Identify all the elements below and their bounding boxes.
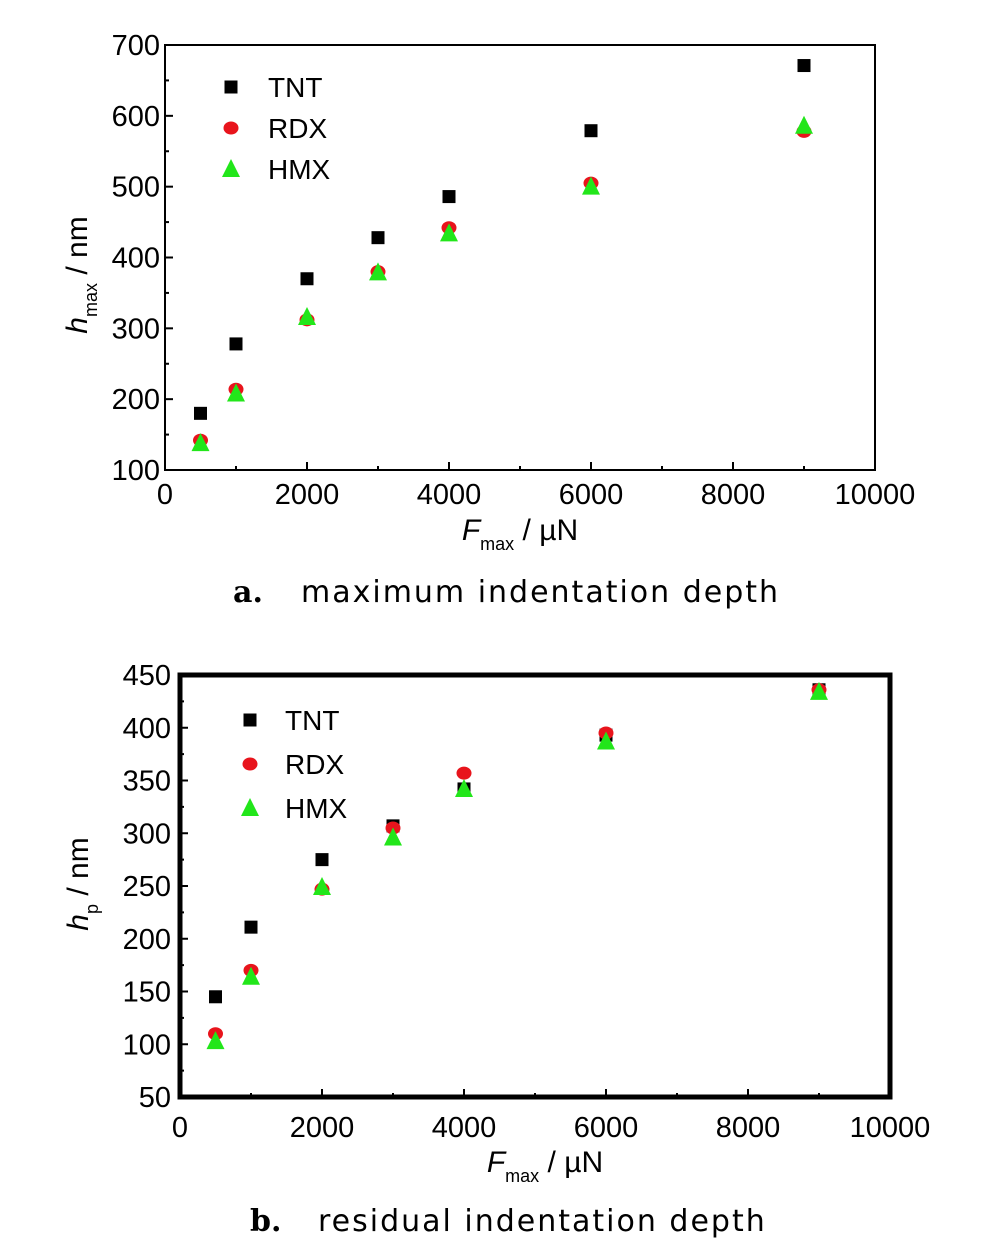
data-point-hmx [242, 966, 260, 985]
legend-label-rdx: RDX [285, 749, 344, 780]
y-tick-label: 300 [112, 313, 160, 345]
series-tnt [194, 59, 811, 420]
data-point-tnt [442, 190, 456, 204]
legend-label-tnt: TNT [268, 72, 322, 103]
legend-marker-rdx [242, 757, 258, 771]
data-point-hmx [298, 307, 316, 325]
chart-panel-b: 50 100 150 200 250 300 350 400 450 0 2000 4000 6000 8… [62, 660, 930, 1239]
y-axis-label-symbol: h [62, 914, 95, 931]
x-axis-label-symbol: F [487, 1146, 507, 1179]
data-point-rdx [456, 766, 472, 780]
legend-marker-hmx [241, 798, 259, 816]
data-point-hmx [384, 827, 402, 846]
x-tick-label: 2000 [275, 479, 340, 511]
series-hmx [206, 681, 828, 1050]
data-point-tnt [797, 59, 811, 73]
data-point-hmx [795, 115, 813, 134]
x-tick-label: 0 [172, 1112, 188, 1144]
data-point-hmx [440, 223, 458, 242]
y-axis-label-subscript: p [82, 904, 102, 914]
x-axis-label: Fmax / µN [487, 1146, 603, 1186]
y-axis-label-unit: / nm [62, 837, 95, 904]
legend-label-hmx: HMX [285, 793, 348, 824]
x-tick-label: 8000 [701, 479, 766, 511]
legend-marker-hmx [222, 159, 240, 177]
y-axis-label: hmax / nm [61, 216, 101, 333]
y-tick-label: 150 [123, 977, 171, 1009]
data-point-tnt [209, 990, 222, 1004]
legend-label-tnt: TNT [285, 705, 339, 736]
x-tick-label: 4000 [417, 479, 482, 511]
y-tick-label: 200 [112, 384, 160, 416]
data-point-tnt [584, 124, 598, 138]
caption-text: maximum indentation depth [301, 575, 780, 610]
y-axis-label-unit: / nm [61, 216, 94, 283]
y-tick-label: 400 [112, 243, 160, 275]
data-point-hmx [313, 877, 331, 896]
data-point-tnt [371, 231, 385, 245]
y-axis-label: hp / nm [62, 837, 102, 930]
data-point-tnt [300, 272, 314, 286]
data-point-tnt [315, 853, 329, 867]
x-axis-label-unit: / µN [539, 1146, 603, 1179]
x-tick-label: 10000 [850, 1112, 931, 1144]
y-tick-label: 400 [123, 713, 171, 745]
series-rdx [208, 683, 827, 1041]
x-tick-label: 6000 [574, 1112, 639, 1144]
data-point-tnt [229, 337, 243, 351]
data-point-tnt [194, 406, 207, 420]
x-tick-label: 2000 [290, 1112, 355, 1144]
chart-panel-a: 100 200 300 400 500 600 700 0 2000 4000 6000 8000 10… [61, 30, 915, 610]
x-tick-label: 0 [157, 479, 173, 511]
y-tick-label: 500 [112, 172, 160, 204]
y-tick-label: 450 [123, 660, 171, 692]
y-tick-label: 50 [139, 1082, 171, 1114]
caption-letter: a. [233, 575, 263, 610]
x-axis-label: Fmax / µN [462, 514, 578, 554]
plot-frame [177, 672, 893, 1100]
legend-label-rdx: RDX [268, 113, 327, 144]
y-tick-label: 250 [123, 871, 171, 903]
y-tick-label: 350 [123, 766, 171, 798]
data-point-hmx [227, 383, 245, 402]
y-tick-label: 700 [112, 30, 160, 62]
y-tick-label: 100 [112, 455, 160, 487]
x-axis-label-unit: / µN [514, 514, 578, 547]
y-axis-label-symbol: h [61, 317, 94, 334]
data-point-hmx [191, 433, 210, 452]
caption-letter: b. [250, 1204, 281, 1239]
x-axis-label-symbol: F [462, 514, 482, 547]
y-tick-label: 100 [123, 1029, 171, 1061]
series-hmx [191, 115, 813, 452]
data-point-hmx [582, 176, 600, 195]
x-tick-label: 8000 [716, 1112, 781, 1144]
x-tick-label: 4000 [432, 1112, 497, 1144]
data-point-hmx [597, 731, 615, 750]
plot-frame [164, 44, 876, 471]
legend-marker-tnt [243, 713, 257, 727]
data-point-hmx [206, 1031, 225, 1050]
legend-marker-rdx [223, 121, 239, 135]
y-tick-label: 200 [123, 924, 171, 956]
y-tick-label: 300 [123, 818, 171, 850]
x-tick-label: 10000 [835, 479, 916, 511]
x-axis-label-subscript: max [505, 1166, 539, 1186]
x-tick-label: 6000 [559, 479, 624, 511]
legend-marker-tnt [224, 80, 238, 94]
data-point-hmx [810, 681, 828, 700]
caption-text: residual indentation depth [318, 1204, 767, 1239]
data-point-tnt [244, 920, 258, 934]
legend-label-hmx: HMX [268, 154, 331, 185]
y-tick-label: 600 [112, 101, 160, 133]
y-axis-label-subscript: max [81, 283, 101, 317]
x-axis-label-subscript: max [480, 534, 514, 554]
data-point-hmx [455, 778, 473, 797]
data-point-hmx [369, 262, 387, 281]
